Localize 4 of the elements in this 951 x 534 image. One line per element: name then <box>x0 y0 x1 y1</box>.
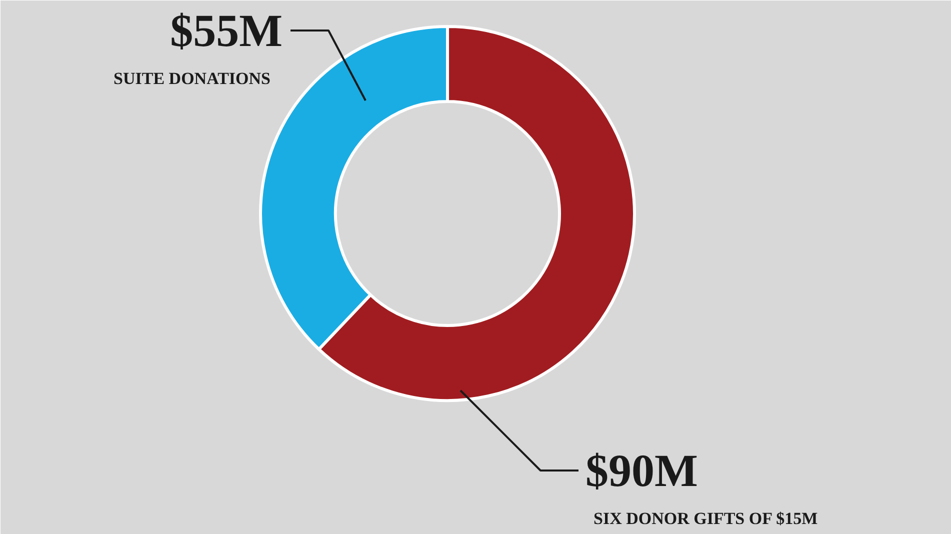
data-label: $90M <box>586 445 698 496</box>
slice-label: SIX DONOR GIFTS OF $15M <box>594 509 818 528</box>
slice-label: SUITE DONATIONS <box>114 69 271 88</box>
data-label: $55M <box>170 5 283 56</box>
